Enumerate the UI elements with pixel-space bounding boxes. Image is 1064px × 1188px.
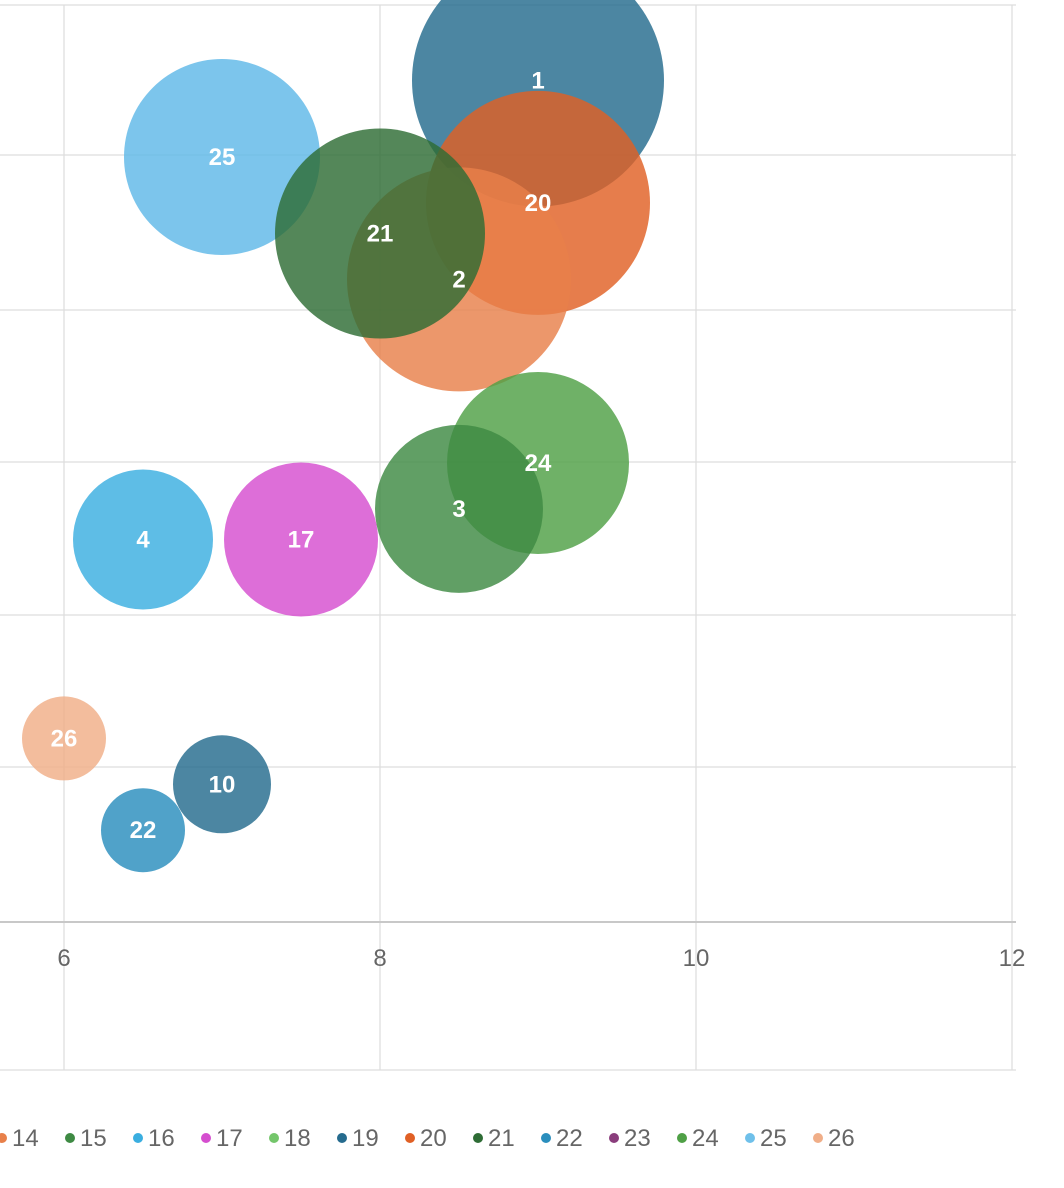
legend-marker bbox=[133, 1133, 143, 1143]
legend-item-22[interactable]: 22 bbox=[556, 1125, 583, 1152]
legend-marker bbox=[269, 1133, 279, 1143]
legend-item-23[interactable]: 23 bbox=[624, 1125, 651, 1152]
bubble-label: 20 bbox=[525, 190, 552, 217]
legend-marker bbox=[541, 1133, 551, 1143]
bubbles bbox=[22, 0, 664, 873]
legend-item-21[interactable]: 21 bbox=[488, 1125, 515, 1152]
legend-marker bbox=[201, 1133, 211, 1143]
x-tick-label: 12 bbox=[999, 945, 1026, 972]
bubble-17[interactable] bbox=[224, 462, 378, 617]
legend-marker bbox=[405, 1133, 415, 1143]
legend-item-16[interactable]: 16 bbox=[148, 1125, 175, 1152]
bubble-label: 17 bbox=[288, 527, 315, 554]
bubble-label: 21 bbox=[367, 221, 394, 248]
legend-marker bbox=[337, 1133, 347, 1143]
legend-item-20[interactable]: 20 bbox=[420, 1125, 447, 1152]
legend-marker bbox=[677, 1133, 687, 1143]
legend-marker bbox=[65, 1133, 75, 1143]
legend-item-14[interactable]: 14 bbox=[12, 1125, 39, 1152]
bubble-label: 3 bbox=[452, 496, 465, 523]
bubble-label: 24 bbox=[525, 450, 552, 477]
bubble-label: 22 bbox=[130, 817, 157, 844]
legend-marker bbox=[813, 1133, 823, 1143]
x-tick-label: 8 bbox=[373, 945, 386, 972]
bubble-label: 26 bbox=[51, 725, 78, 752]
bubble-26[interactable] bbox=[22, 696, 106, 781]
bubble-25[interactable] bbox=[124, 59, 320, 255]
bubble-21[interactable] bbox=[275, 128, 485, 339]
legend-item-26[interactable]: 26 bbox=[828, 1125, 855, 1152]
bubble-label: 10 bbox=[209, 771, 236, 798]
bubble-label: 4 bbox=[136, 527, 150, 554]
legend-marker bbox=[473, 1133, 483, 1143]
legend-item-18[interactable]: 18 bbox=[284, 1125, 311, 1152]
bubble-labels: 1 25 20 2 21 24 3 4 17 26 10 22 bbox=[51, 68, 552, 845]
x-axis-ticks: 6 8 10 12 bbox=[57, 945, 1025, 972]
bubble-3[interactable] bbox=[375, 424, 543, 593]
bubble-4[interactable] bbox=[73, 469, 213, 610]
legend-item-24[interactable]: 24 bbox=[692, 1125, 719, 1152]
legend-marker bbox=[0, 1133, 7, 1143]
legend-item-25[interactable]: 25 bbox=[760, 1125, 787, 1152]
bubble-label: 25 bbox=[209, 144, 236, 171]
legend-item-19[interactable]: 19 bbox=[352, 1125, 379, 1152]
legend-item-17[interactable]: 17 bbox=[216, 1125, 243, 1152]
legend: 14 15 16 17 18 19 20 21 22 23 24 25 26 bbox=[0, 1125, 855, 1152]
legend-marker bbox=[745, 1133, 755, 1143]
x-tick-label: 10 bbox=[683, 945, 710, 972]
bubble-label: 2 bbox=[452, 266, 465, 293]
legend-item-15[interactable]: 15 bbox=[80, 1125, 107, 1152]
legend-marker bbox=[609, 1133, 619, 1143]
bubble-22[interactable] bbox=[101, 788, 185, 873]
bubble-label: 1 bbox=[531, 68, 544, 95]
x-tick-label: 6 bbox=[57, 945, 70, 972]
bubble-10[interactable] bbox=[173, 735, 271, 834]
